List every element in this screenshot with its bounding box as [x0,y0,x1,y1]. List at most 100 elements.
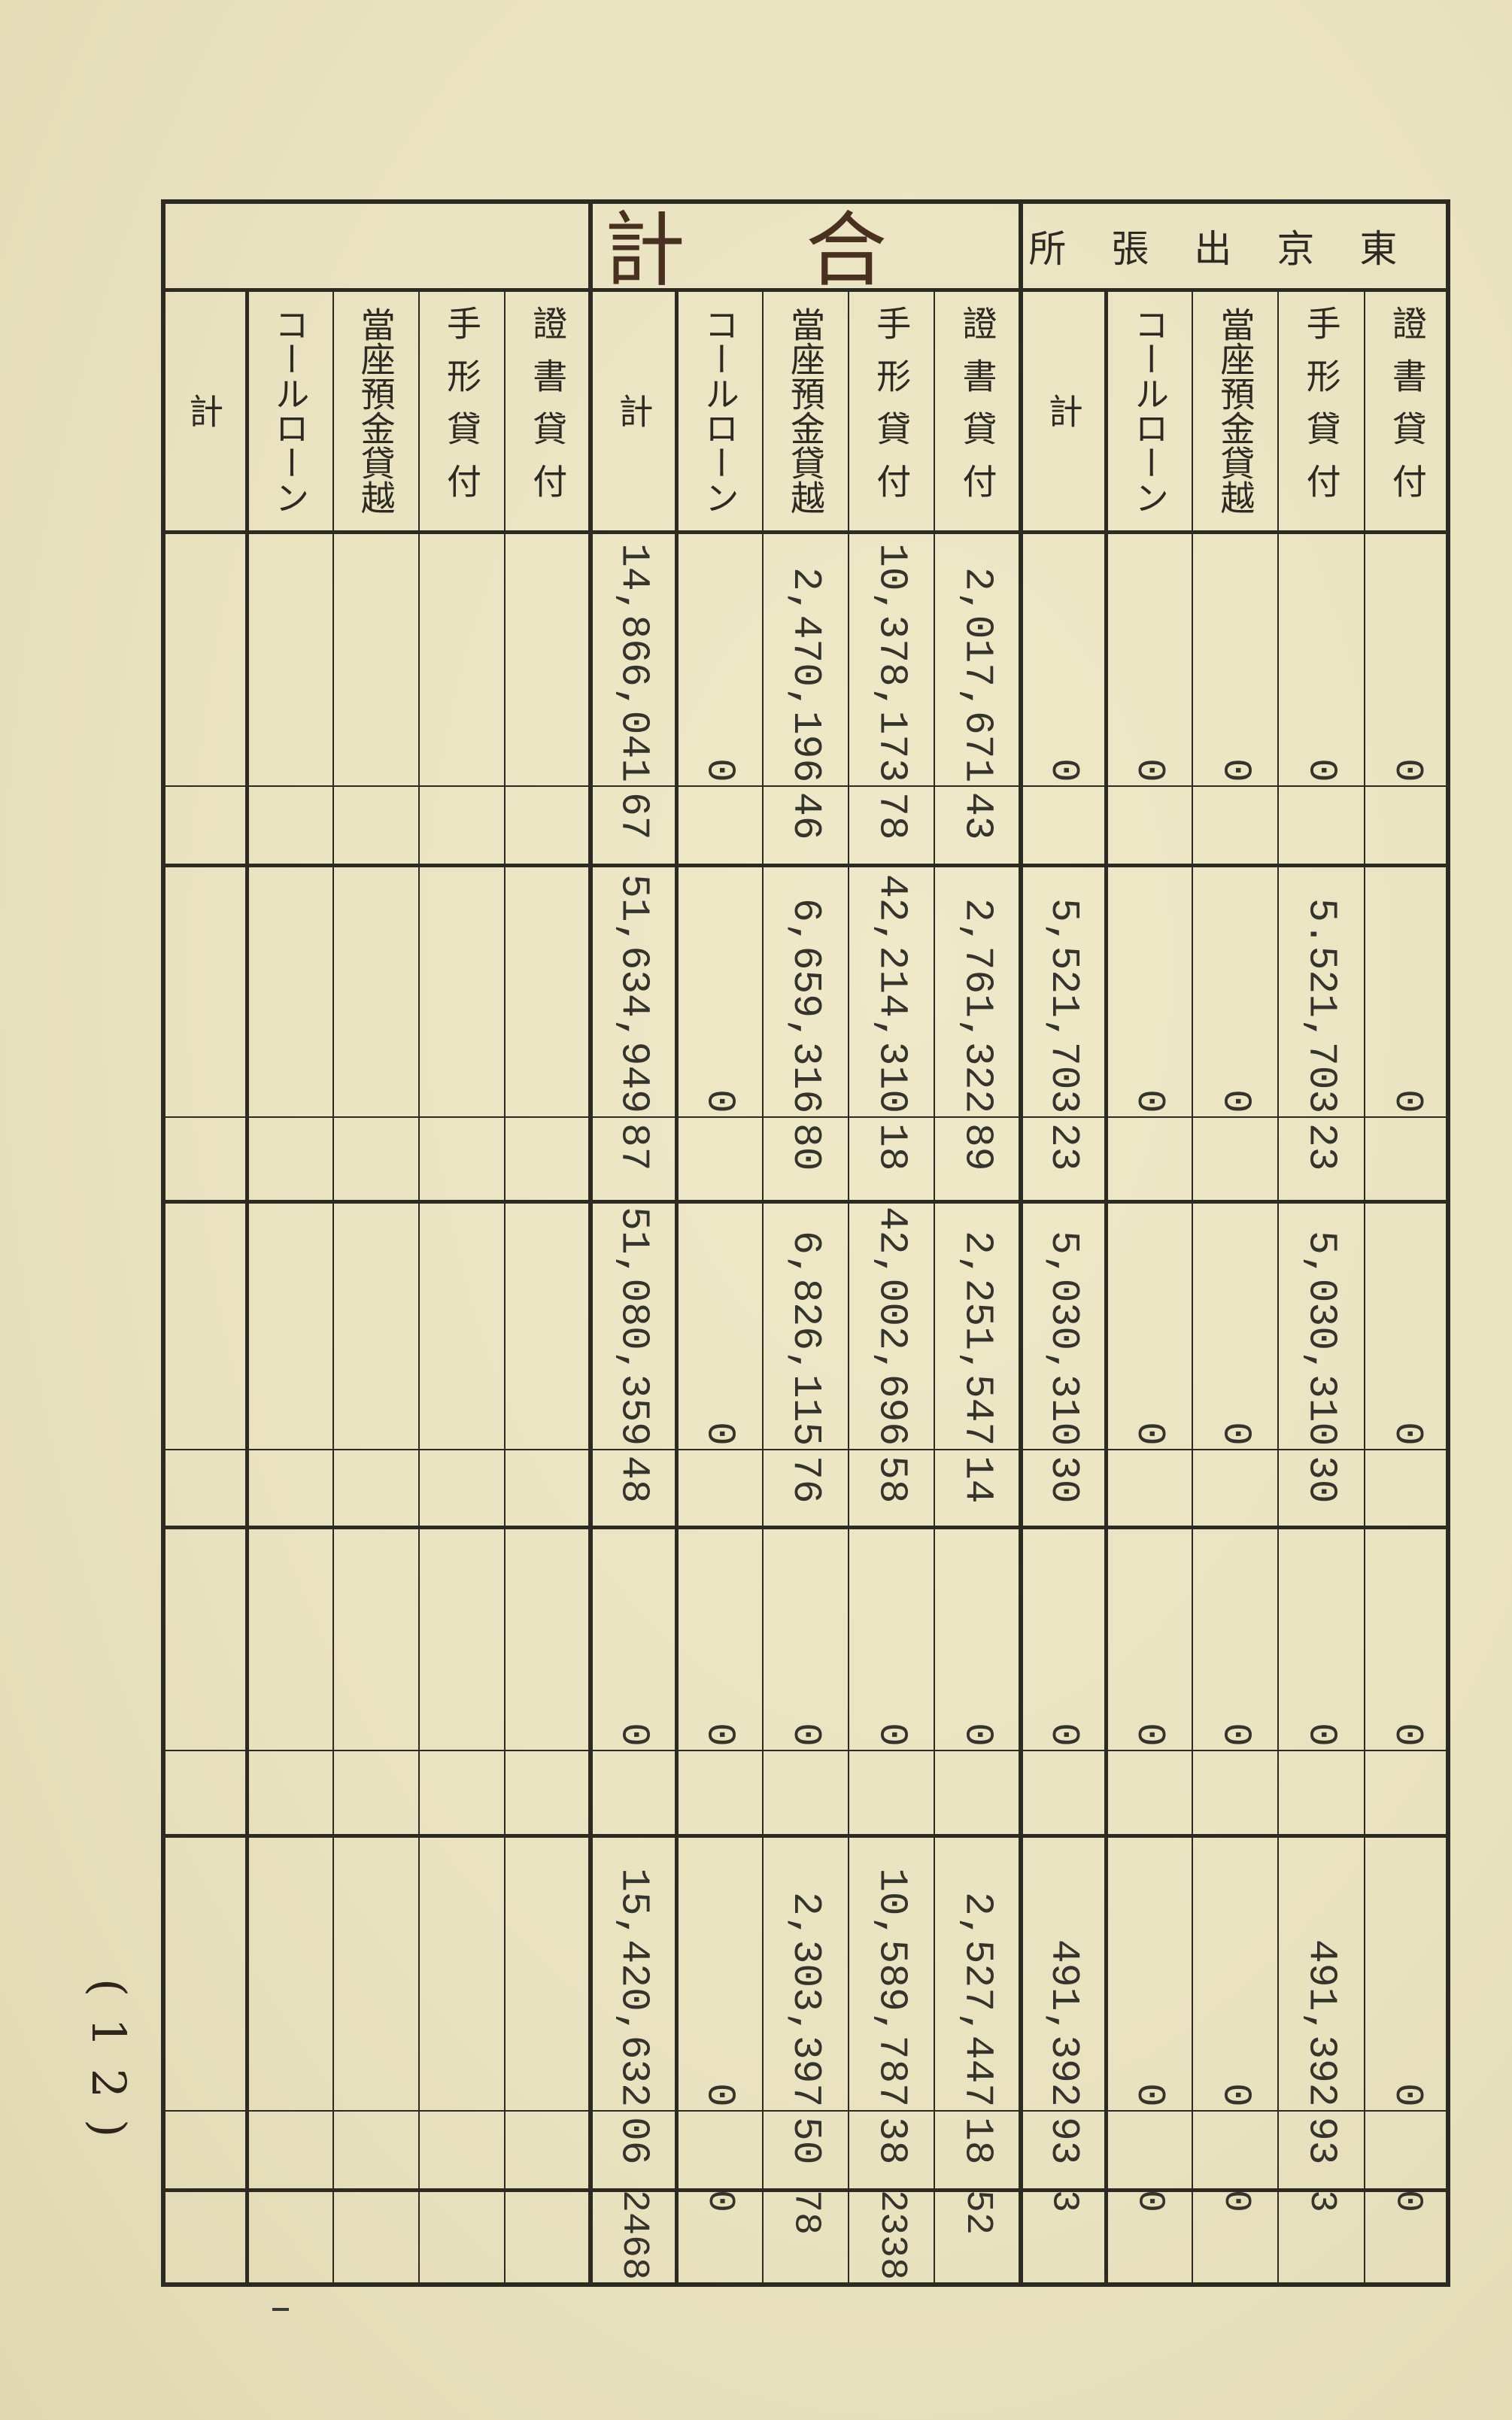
sen-cell [505,1750,591,1835]
amount-cell [161,1835,247,2111]
sen-cell [1107,2111,1192,2190]
amount-cell [247,1835,332,2111]
sen-cell [1192,2111,1278,2190]
amount-cell [505,532,591,786]
extra-cell: 2338 [870,2190,913,2281]
row-label: 當座預金貸越 [785,307,826,515]
sen-cell [1021,1750,1107,1835]
sen-cell [333,2111,419,2190]
amount-cell: 2,527,447 [955,1891,1000,2107]
grid-line [332,290,334,2287]
amount-cell: 0 [1127,2083,1173,2107]
amount-cell: 14,866,041 [611,542,657,782]
amount-cell: 0 [697,1723,742,1747]
sen-cell [1365,1450,1450,1527]
amount-cell [333,865,419,1117]
amount-cell: 51,080,359 [611,1206,657,1446]
sen-cell [1192,1450,1278,1527]
amount-cell [333,1835,419,2111]
amount-cell [161,865,247,1117]
sen-cell: 89 [955,1123,1000,1171]
row-label: 手形貸付 [871,305,912,516]
grid-line [1104,290,1109,2287]
sen-cell: 87 [611,1123,657,1171]
amount-cell: 2,761,322 [955,897,1000,1113]
amount-cell: 10,378,173 [869,542,915,782]
amount-cell: 0 [1127,1723,1173,1747]
extra-cell: 0 [1213,2190,1257,2213]
amount-cell: 5.521,703 [1298,897,1344,1113]
amount-cell: 0 [611,1723,657,1747]
sen-cell [419,1750,505,1835]
extra-cell: 0 [698,2190,742,2213]
ink-mark [272,2308,289,2311]
grid-line [848,290,850,2287]
amount-cell: 5,521,703 [1040,897,1086,1113]
sen-cell [677,786,763,865]
amount-cell [419,1527,505,1750]
extra-cell [247,2190,332,2287]
row-label: コールローン [1129,307,1170,515]
group-label: 東京出張所 [1028,227,1443,271]
amount-cell: 6,826,115 [783,1230,828,1446]
sen-cell: 30 [1040,1456,1086,1504]
row-label: 當座預金貸越 [355,307,396,515]
amount-cell: 0 [1384,1723,1430,1747]
sen-cell: 58 [869,1456,915,1504]
amount-cell [247,865,332,1117]
sen-cell [934,1750,1020,1835]
sen-cell: 23 [1298,1123,1344,1171]
sen-cell [1107,786,1192,865]
amount-cell: 0 [869,1723,915,1747]
sen-cell [161,786,247,865]
sen-cell [333,1117,419,1201]
table-border [161,199,1450,2287]
grid-line [161,287,1450,292]
amount-cell: 491,392 [1298,1939,1344,2107]
grid-line [934,290,936,2287]
row-label: 證書貸付 [527,305,569,516]
amount-cell: 2,017,671 [955,566,1000,782]
amount-cell [333,1527,419,1750]
sen-cell [849,1750,934,1835]
sen-cell: 78 [869,792,915,840]
amount-cell: 2,251,547 [955,1230,1000,1446]
sen-cell: 46 [783,792,828,840]
amount-cell: 0 [1213,1422,1258,1446]
sen-cell [677,1750,763,1835]
row-label: コールローン [699,307,740,515]
sen-cell: 93 [1040,2117,1086,2165]
sen-cell [505,1450,591,1527]
sen-cell [333,1450,419,1527]
extra-cell: 0 [1128,2190,1171,2213]
sen-cell: 18 [955,2117,1000,2165]
amount-cell [247,1201,332,1450]
sen-cell: 06 [611,2117,657,2165]
row-label: 手形貸付 [441,305,482,516]
row-label: 手形貸付 [1301,305,1342,516]
grid-line [161,530,1450,534]
grid-line [1018,199,1023,2287]
amount-cell: 0 [1213,1089,1258,1113]
sen-cell [161,1750,247,1835]
amount-cell: 0 [697,1089,742,1113]
amount-cell [505,1835,591,2111]
amount-cell: 0 [1213,758,1258,782]
grid-line [161,1525,1450,1529]
amount-cell: 0 [1384,2083,1430,2107]
page-number: (12) [81,1978,136,2159]
amount-cell: 0 [1127,1089,1173,1113]
sen-cell: 50 [783,2117,828,2165]
amount-cell: 0 [955,1723,1000,1747]
sen-cell [1192,1117,1278,1201]
amount-cell [161,1527,247,1750]
grid-line [675,290,679,2287]
grid-line [161,1116,1450,1118]
sen-cell [1365,786,1450,865]
extra-cell: 52 [956,2190,1000,2236]
amount-cell [419,865,505,1117]
sen-cell [505,2111,591,2190]
sen-cell: 30 [1298,1456,1344,1504]
sen-cell: 18 [869,1123,915,1171]
sen-cell [677,1117,763,1201]
